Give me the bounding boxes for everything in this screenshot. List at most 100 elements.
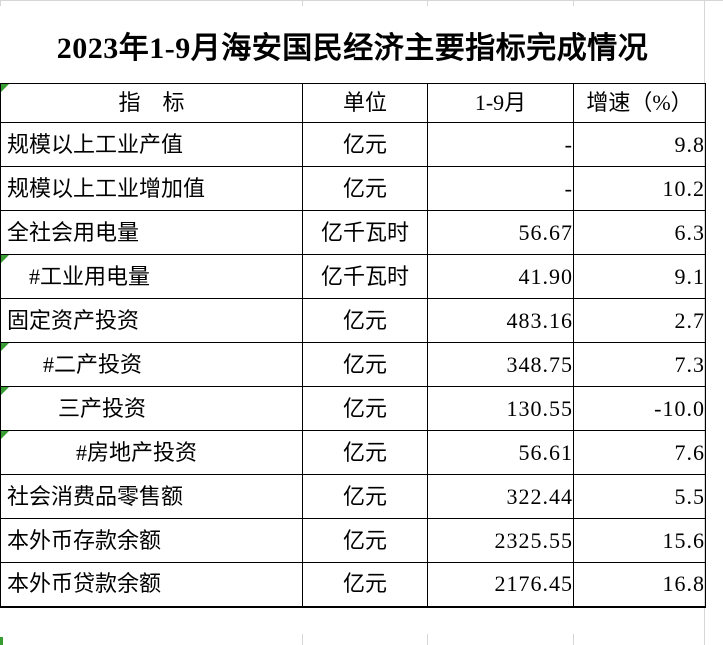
- growth-text: 15.6: [662, 527, 705, 553]
- unit-cell[interactable]: 亿元: [302, 518, 428, 563]
- table-row: 规模以上工业增加值 亿元 - 10.2: [0, 166, 706, 211]
- unit-label: 亿元: [342, 527, 387, 553]
- value-cell[interactable]: 322.44: [427, 474, 574, 519]
- unit-cell[interactable]: 亿元: [302, 122, 428, 167]
- indicator-cell[interactable]: 本外币贷款余额: [0, 562, 303, 608]
- unit-label: 亿元: [342, 483, 387, 509]
- economic-indicators-table: 指 标 单位 1-9月 增速（%） 规模以上工业产值 亿元: [0, 83, 706, 608]
- value-text: -: [564, 131, 573, 157]
- value-cell[interactable]: 56.61: [427, 430, 574, 475]
- value-cell[interactable]: 2176.45: [427, 562, 574, 608]
- unit-label: 亿元: [342, 395, 387, 421]
- error-flag-icon: [1, 387, 9, 395]
- unit-cell[interactable]: 亿元: [302, 298, 428, 343]
- header-unit-cell[interactable]: 单位: [302, 83, 428, 123]
- unit-label: 亿元: [342, 351, 387, 377]
- indicator-label: 本外币贷款余额: [7, 571, 162, 597]
- unit-cell[interactable]: 亿元: [302, 386, 428, 431]
- table-row: 固定资产投资 亿元 483.16 2.7: [0, 298, 706, 343]
- indicator-label: 固定资产投资: [7, 307, 140, 333]
- indicator-cell[interactable]: #二产投资: [0, 342, 303, 387]
- indicator-label: 规模以上工业产值: [7, 131, 184, 157]
- unit-cell[interactable]: 亿元: [302, 430, 428, 475]
- gridline-stub: [427, 0, 428, 6]
- indicator-label: 三产投资: [58, 395, 147, 421]
- growth-cell[interactable]: 10.2: [573, 166, 706, 211]
- error-flag-icon: [1, 343, 9, 351]
- table-row: 本外币贷款余额 亿元 2176.45 16.8: [0, 562, 706, 608]
- indicator-cell[interactable]: 社会消费品零售额: [0, 474, 303, 519]
- header-row: 指 标 单位 1-9月 增速（%）: [0, 83, 706, 123]
- value-cell[interactable]: 41.90: [427, 254, 574, 299]
- header-period-cell[interactable]: 1-9月: [427, 83, 574, 123]
- value-cell[interactable]: 2325.55: [427, 518, 574, 563]
- value-text: 322.44: [506, 483, 573, 509]
- unit-cell[interactable]: 亿千瓦时: [302, 210, 428, 255]
- indicator-label: #二产投资: [43, 351, 143, 377]
- growth-cell[interactable]: 15.6: [573, 518, 706, 563]
- unit-cell[interactable]: 亿元: [302, 562, 428, 608]
- indicator-cell[interactable]: 规模以上工业产值: [0, 122, 303, 167]
- table-row: #工业用电量 亿千瓦时 41.90 9.1: [0, 254, 706, 299]
- value-cell[interactable]: -: [427, 122, 574, 167]
- indicator-cell[interactable]: 本外币存款余额: [0, 518, 303, 563]
- value-text: 56.67: [518, 219, 573, 245]
- table-row: #房地产投资 亿元 56.61 7.6: [0, 430, 706, 475]
- value-cell[interactable]: 348.75: [427, 342, 574, 387]
- unit-label: 亿元: [342, 307, 387, 333]
- value-cell[interactable]: 56.67: [427, 210, 574, 255]
- gridline-stub: [573, 0, 574, 6]
- top-gridline: [0, 0, 723, 1]
- growth-cell[interactable]: 2.7: [573, 298, 706, 343]
- growth-cell[interactable]: 7.6: [573, 430, 706, 475]
- growth-cell[interactable]: 5.5: [573, 474, 706, 519]
- growth-text: 7.6: [674, 439, 705, 465]
- unit-label: 亿元: [342, 175, 387, 201]
- header-indicator-cell[interactable]: 指 标: [0, 83, 303, 123]
- indicator-label: 规模以上工业增加值: [7, 175, 206, 201]
- indicator-label: 社会消费品零售额: [7, 483, 184, 509]
- error-flag-icon: [1, 255, 9, 263]
- value-cell[interactable]: 130.55: [427, 386, 574, 431]
- unit-cell[interactable]: 亿千瓦时: [302, 254, 428, 299]
- growth-text: 5.5: [674, 483, 705, 509]
- indicator-cell[interactable]: 规模以上工业增加值: [0, 166, 303, 211]
- gridline-stub: [302, 0, 303, 6]
- indicator-cell[interactable]: 全社会用电量: [0, 210, 303, 255]
- error-flag-icon: [1, 431, 9, 439]
- value-text: 483.16: [506, 307, 573, 333]
- gridline-stub: [302, 634, 303, 645]
- value-cell[interactable]: -: [427, 166, 574, 211]
- growth-cell[interactable]: 16.8: [573, 562, 706, 608]
- indicator-cell[interactable]: #工业用电量: [0, 254, 303, 299]
- header-period-label: 1-9月: [474, 90, 527, 115]
- table-row: #二产投资 亿元 348.75 7.3: [0, 342, 706, 387]
- growth-cell[interactable]: 7.3: [573, 342, 706, 387]
- growth-cell[interactable]: 6.3: [573, 210, 706, 255]
- growth-text: 6.3: [674, 219, 705, 245]
- header-growth-cell[interactable]: 增速（%）: [573, 83, 706, 123]
- value-text: 2325.55: [494, 527, 573, 553]
- unit-label: 亿元: [342, 571, 387, 597]
- unit-cell[interactable]: 亿元: [302, 166, 428, 211]
- unit-label: 亿元: [342, 439, 387, 465]
- indicator-cell[interactable]: 固定资产投资: [0, 298, 303, 343]
- unit-cell[interactable]: 亿元: [302, 342, 428, 387]
- error-flag-icon: [0, 637, 3, 645]
- growth-cell[interactable]: 9.8: [573, 122, 706, 167]
- value-text: 56.61: [518, 439, 573, 465]
- table-row: 三产投资 亿元 130.55 -10.0: [0, 386, 706, 431]
- growth-text: 7.3: [674, 351, 705, 377]
- header-unit-label: 单位: [342, 90, 387, 115]
- unit-cell[interactable]: 亿元: [302, 474, 428, 519]
- error-flag-icon: [1, 84, 9, 92]
- gridline-stub: [0, 0, 1, 6]
- value-text: 348.75: [506, 351, 573, 377]
- indicator-cell[interactable]: 三产投资: [0, 386, 303, 431]
- growth-cell[interactable]: -10.0: [573, 386, 706, 431]
- value-cell[interactable]: 483.16: [427, 298, 574, 343]
- header-indicator-label: 指 标: [118, 90, 185, 115]
- indicator-cell[interactable]: #房地产投资: [0, 430, 303, 475]
- growth-cell[interactable]: 9.1: [573, 254, 706, 299]
